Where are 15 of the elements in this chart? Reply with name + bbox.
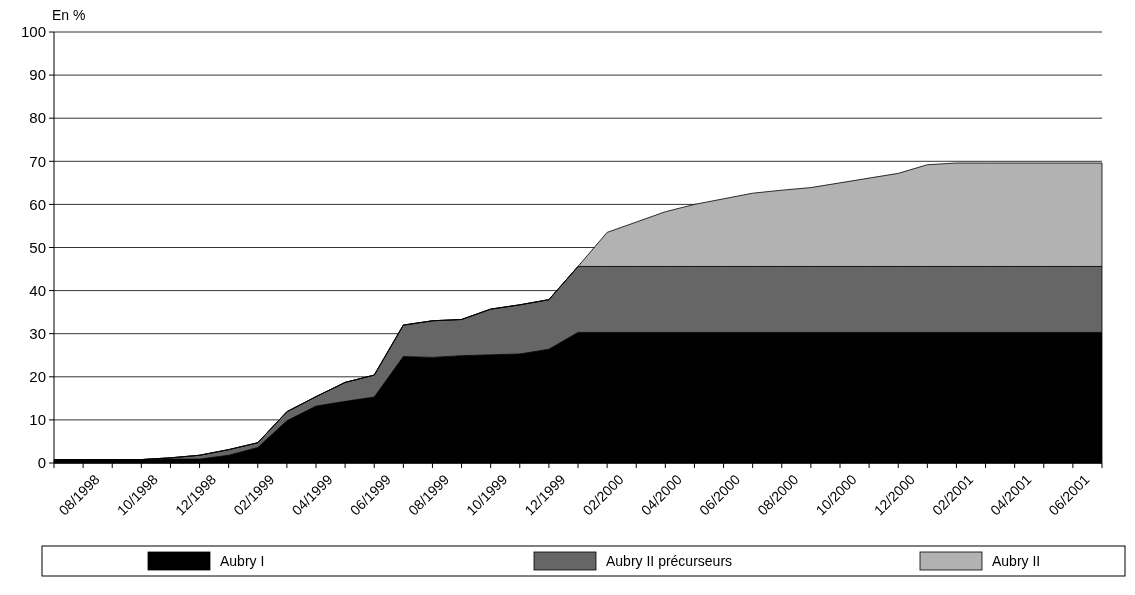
legend-label: Aubry II précurseurs — [606, 552, 733, 569]
y-tick-label: 70 — [29, 152, 46, 170]
y-tick-label: 100 — [20, 23, 46, 41]
y-tick-label: 20 — [29, 368, 46, 386]
legend-label: Aubry II — [992, 552, 1041, 569]
y-tick-label: 60 — [29, 195, 46, 213]
y-tick-label: 80 — [29, 109, 46, 127]
y-tick-label: 0 — [37, 454, 46, 472]
y-axis-title: En % — [52, 7, 86, 23]
y-tick-label: 90 — [29, 66, 46, 84]
y-tick-label: 30 — [29, 324, 46, 342]
y-tick-label: 10 — [29, 411, 46, 429]
legend-label: Aubry I — [220, 552, 265, 569]
y-tick-label: 50 — [29, 238, 46, 256]
y-tick-label: 40 — [29, 281, 46, 299]
